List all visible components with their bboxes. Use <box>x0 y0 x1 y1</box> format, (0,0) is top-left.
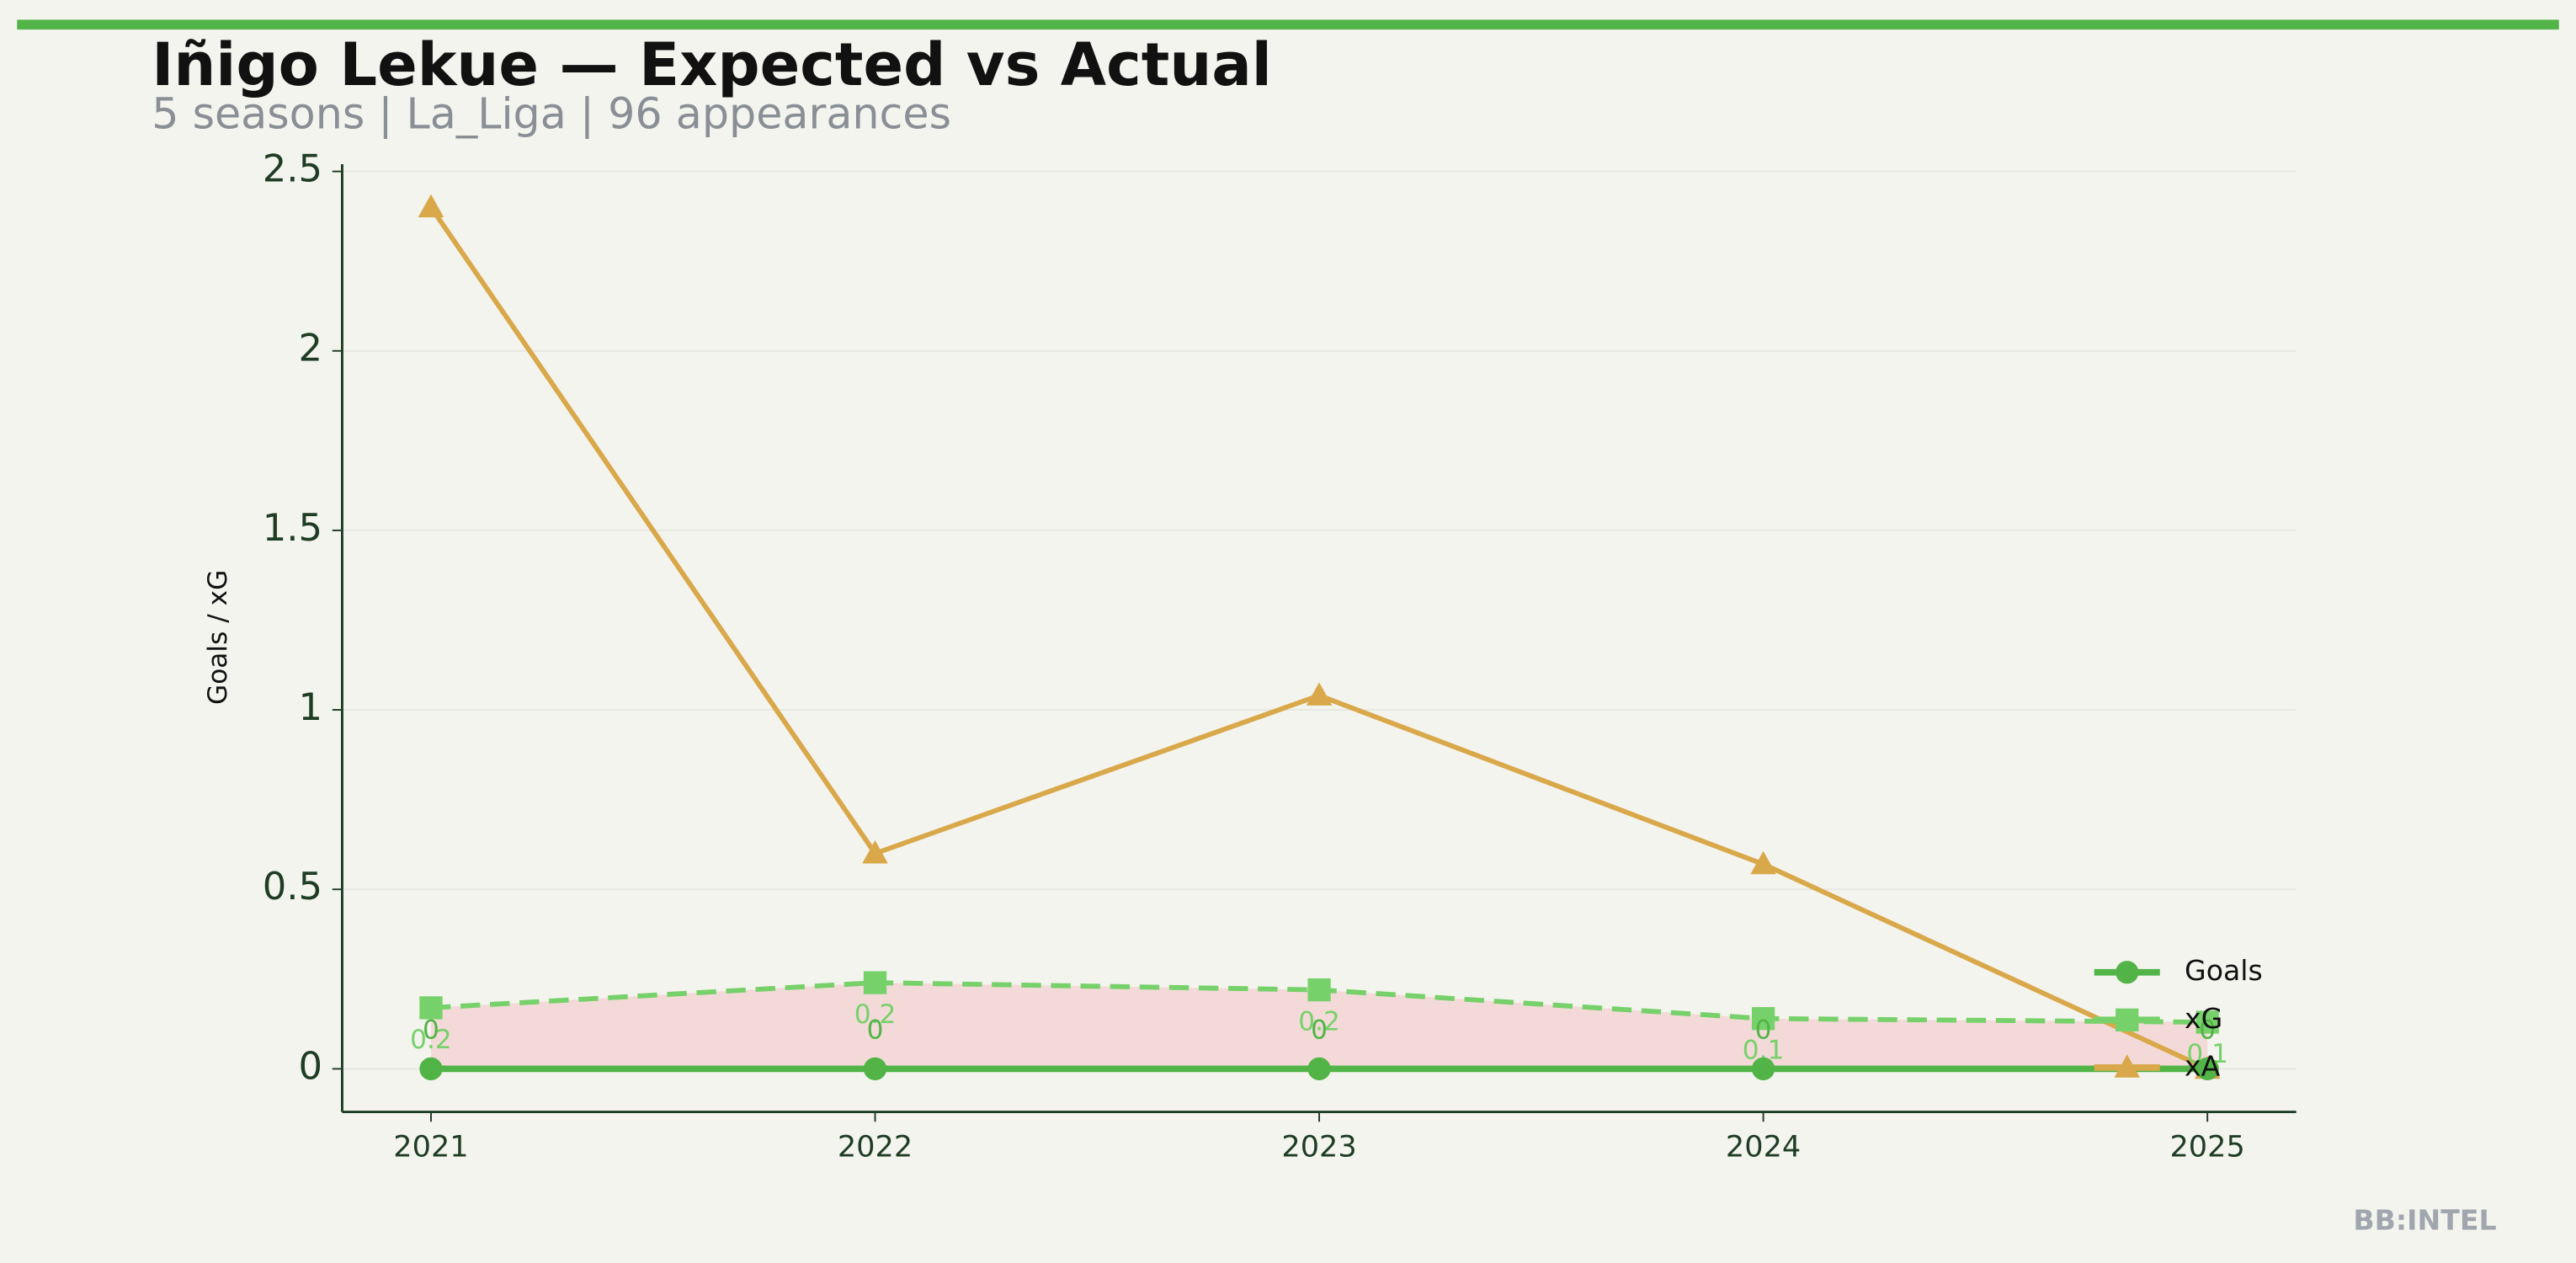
x-tick-label: 2022 <box>838 1129 913 1164</box>
point <box>1307 1057 1331 1081</box>
point <box>863 971 887 994</box>
data-label: 0 <box>867 1015 884 1046</box>
point <box>1306 682 1333 706</box>
y-tick-label: 0.5 <box>263 864 322 909</box>
point <box>418 194 444 218</box>
x-tick-label: 2024 <box>1726 1129 1801 1164</box>
point <box>2195 1010 2219 1034</box>
fill-between <box>430 983 2208 1069</box>
y-tick-label: 1 <box>299 685 323 729</box>
point <box>419 1057 443 1081</box>
point <box>2195 1057 2219 1081</box>
data-label: 0.2 <box>410 1025 452 1055</box>
data-label: 0 <box>1311 1015 1328 1046</box>
x-tick-label: 2021 <box>393 1129 468 1164</box>
legend-label: Goals <box>2185 954 2263 987</box>
legend-label: xA <box>2185 1049 2221 1082</box>
point <box>2116 961 2139 984</box>
point <box>2116 1008 2139 1031</box>
point <box>419 996 443 1020</box>
line <box>428 205 2209 1072</box>
y-tick-label: 0 <box>299 1043 323 1088</box>
chart-title: Iñigo Lekue — Expected vs Actual <box>152 30 1272 99</box>
watermark: BB:INTEL <box>2353 1204 2496 1237</box>
point <box>863 1057 887 1081</box>
point <box>862 839 888 864</box>
point <box>1751 1057 1775 1081</box>
data-label: 0 <box>1755 1015 1772 1046</box>
data-label: 0 <box>423 1015 439 1046</box>
legend-label: xG <box>2185 1002 2222 1035</box>
top-bar <box>17 19 2559 30</box>
y-tick-label: 1.5 <box>263 505 322 550</box>
y-tick-label: 2 <box>299 326 323 370</box>
data-label: 0.2 <box>854 999 897 1030</box>
point <box>1750 850 1776 875</box>
y-tick-label: 2.5 <box>263 147 322 191</box>
point <box>1751 1007 1775 1031</box>
point <box>1307 978 1331 1002</box>
chart-subtitle: 5 seasons | La_Liga | 96 appearances <box>152 88 951 139</box>
y-axis-label: Goals / xG <box>203 570 233 705</box>
x-tick-label: 2023 <box>1281 1129 1356 1164</box>
data-label: 0 <box>2199 1015 2216 1046</box>
x-tick-label: 2025 <box>2169 1129 2244 1164</box>
data-label: 0.2 <box>1298 1007 1340 1037</box>
point <box>2114 1054 2141 1078</box>
